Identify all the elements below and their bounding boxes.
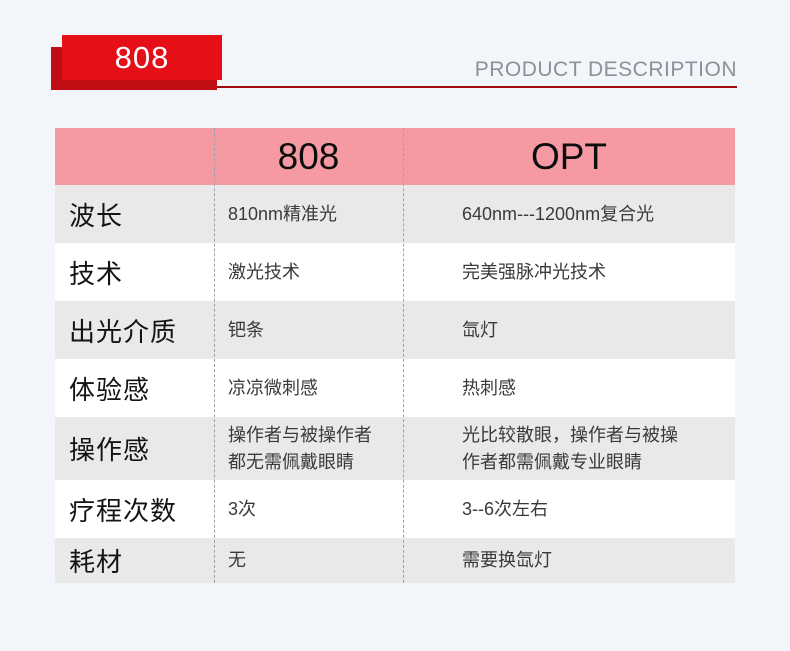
row-label: 耗材 bbox=[69, 547, 124, 577]
row-value-808: 810nm精准光 bbox=[228, 203, 338, 224]
table-row-sessions: 疗程次数 3次 3--6次左右 bbox=[55, 480, 735, 538]
row-value-opt: 3--6次左右 bbox=[462, 498, 549, 519]
row-value-opt: 需要换氙灯 bbox=[462, 550, 552, 571]
row-label: 体验感 bbox=[69, 374, 151, 405]
table-row-technology: 技术 激光技术 完美强脉冲光技术 bbox=[55, 243, 735, 301]
row-value-808: 凉凉微刺感 bbox=[228, 377, 318, 398]
row-value-opt: 完美强脉冲光技术 bbox=[462, 261, 606, 282]
header-cell-empty bbox=[55, 128, 214, 185]
table-header-row: 808 OPT bbox=[55, 128, 735, 185]
row-value-808: 操作者与被操作者 都无需佩戴眼睛 bbox=[228, 425, 372, 472]
row-label: 疗程次数 bbox=[69, 495, 178, 526]
table-row-operation: 操作感 操作者与被操作者 都无需佩戴眼睛 光比较散眼，操作者与被操 作者都需佩戴… bbox=[55, 417, 735, 480]
row-label: 波长 bbox=[69, 200, 124, 231]
row-value-808: 无 bbox=[228, 550, 246, 571]
row-value-opt: 640nm---1200nm复合光 bbox=[462, 203, 655, 224]
badge-label: 808 bbox=[114, 39, 170, 75]
row-value-opt: 热刺感 bbox=[462, 377, 516, 398]
row-value-opt: 光比较散眼，操作者与被操 作者都需佩戴专业眼睛 bbox=[462, 425, 678, 472]
row-label: 操作感 bbox=[69, 435, 151, 465]
column-divider-2 bbox=[403, 128, 404, 583]
badge-808: 808 bbox=[62, 35, 222, 80]
row-value-808: 钯条 bbox=[228, 319, 264, 340]
table-row-experience: 体验感 凉凉微刺感 热刺感 bbox=[55, 359, 735, 417]
table-row-wavelength: 波长 810nm精准光 640nm---1200nm复合光 bbox=[55, 185, 735, 243]
table-row-consumables: 耗材 无 需要换氙灯 bbox=[55, 538, 735, 583]
row-value-808: 激光技术 bbox=[228, 261, 300, 282]
row-label: 出光介质 bbox=[69, 316, 178, 347]
row-value-opt: 氙灯 bbox=[462, 319, 498, 340]
column-divider-1 bbox=[214, 128, 215, 583]
table-body: 波长 810nm精准光 640nm---1200nm复合光 技术 激光技术 完美… bbox=[55, 185, 735, 583]
section-title: PRODUCT DESCRIPTION bbox=[474, 58, 737, 81]
header-cell-808: 808 bbox=[277, 135, 340, 177]
comparison-table: 808 OPT 波长 810nm精准光 640nm---1200nm复合光 技术… bbox=[55, 128, 735, 583]
header-underline bbox=[217, 86, 737, 88]
table-row-light-medium: 出光介质 钯条 氙灯 bbox=[55, 301, 735, 359]
row-value-808: 3次 bbox=[228, 498, 257, 519]
header-cell-opt: OPT bbox=[530, 135, 608, 177]
row-label: 技术 bbox=[69, 258, 124, 289]
